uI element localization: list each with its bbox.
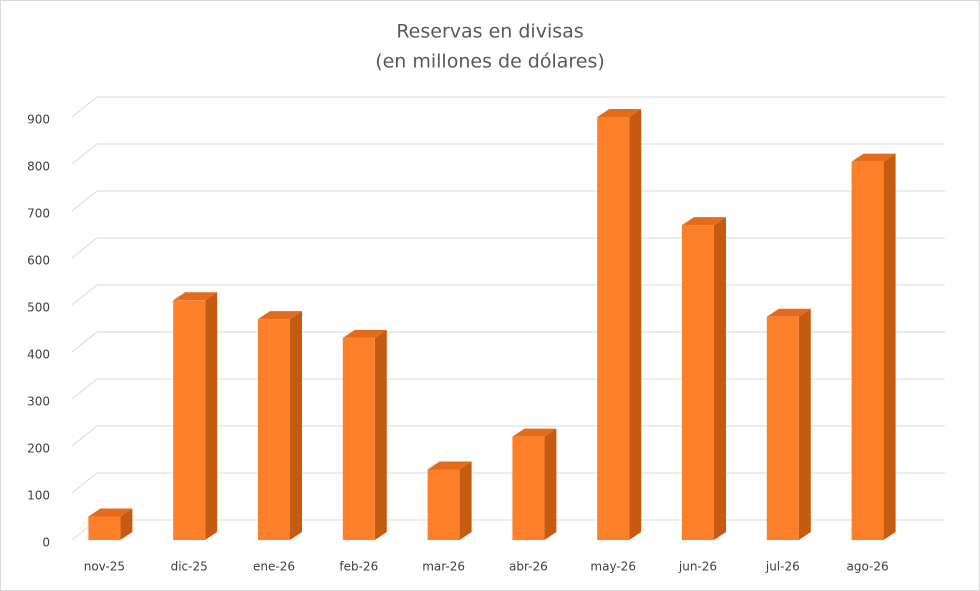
- grid-line: [71, 143, 945, 165]
- y-tick-label: 100: [27, 489, 50, 503]
- bar-top: [766, 308, 811, 317]
- x-tick-label: jul-26: [765, 560, 800, 574]
- grid-line: [71, 237, 945, 259]
- bar-front: [851, 161, 884, 540]
- bar: [597, 109, 642, 540]
- grid-line: [71, 378, 945, 400]
- y-tick-label: 200: [27, 442, 50, 456]
- bar: [173, 292, 218, 540]
- x-tick-label: dic-25: [171, 560, 208, 574]
- x-tick-label: may-26: [590, 560, 636, 574]
- y-tick-label: 500: [27, 301, 50, 315]
- bar-top: [851, 153, 896, 162]
- bar-side: [459, 461, 472, 540]
- bar-top: [682, 217, 726, 226]
- chart-subtitle: (en millones de dólares): [375, 51, 605, 73]
- bar-front: [512, 436, 545, 540]
- x-tick-label: feb-26: [339, 560, 378, 574]
- grid-line: [71, 96, 945, 118]
- bar-top: [597, 109, 642, 117]
- bar-front: [682, 225, 714, 540]
- y-tick-label: 900: [27, 113, 50, 127]
- chart-title: Reservas en divisas: [396, 21, 583, 43]
- bar-top: [173, 292, 218, 301]
- bar: [258, 311, 302, 540]
- x-tick-label: nov-25: [84, 560, 125, 574]
- bar-side: [798, 308, 811, 540]
- y-tick-label: 800: [27, 160, 50, 174]
- x-tick-label: abr-26: [509, 560, 548, 574]
- grid-line: [71, 472, 945, 494]
- y-tick-label: 700: [27, 207, 50, 221]
- bar-side: [374, 329, 387, 540]
- bar-side: [205, 292, 218, 540]
- bar-side: [883, 153, 896, 540]
- bar: [88, 508, 133, 540]
- x-tick-label: mar-26: [422, 560, 465, 574]
- x-tick-label: ene-26: [253, 560, 295, 574]
- bar-front: [258, 319, 290, 540]
- bar: [512, 428, 557, 540]
- bar-front: [427, 469, 460, 540]
- bar: [682, 217, 726, 540]
- bar-top: [258, 311, 302, 320]
- grid-line: [71, 284, 945, 306]
- bar-side: [714, 217, 726, 540]
- y-tick-label: 600: [27, 254, 50, 268]
- grid-line: [71, 425, 945, 447]
- bar-side: [629, 109, 642, 540]
- bar-top: [342, 329, 387, 338]
- bar-side: [544, 428, 557, 540]
- y-tick-label: 300: [27, 395, 50, 409]
- y-tick-label: 0: [42, 536, 50, 550]
- bar-top: [88, 508, 133, 517]
- grid-line: [71, 331, 945, 353]
- bar-front: [597, 117, 630, 540]
- bar: [427, 461, 472, 540]
- bar: [851, 153, 896, 540]
- bar-top: [512, 428, 557, 437]
- bar-front: [766, 316, 799, 540]
- x-tick-label: jun-26: [678, 560, 717, 574]
- bar: [766, 308, 811, 540]
- bar: [342, 329, 387, 540]
- bar-front: [88, 516, 121, 540]
- bar-front: [342, 337, 375, 540]
- bar-side: [120, 508, 133, 540]
- x-tick-label: ago-26: [847, 560, 889, 574]
- bar-top: [427, 461, 472, 470]
- bar-side: [290, 311, 302, 540]
- grid-line: [71, 190, 945, 212]
- bar-front: [173, 300, 206, 540]
- y-tick-label: 400: [27, 348, 50, 362]
